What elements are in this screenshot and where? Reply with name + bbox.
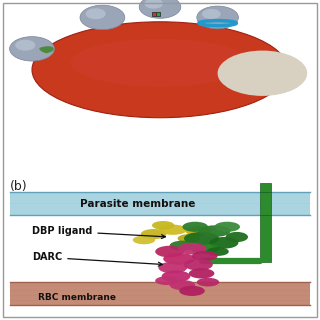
Ellipse shape: [86, 8, 106, 19]
Ellipse shape: [184, 232, 219, 245]
Bar: [10, 282, 310, 305]
Ellipse shape: [163, 253, 195, 265]
Bar: [260, 192, 271, 215]
Ellipse shape: [178, 243, 206, 254]
Ellipse shape: [42, 47, 54, 51]
Ellipse shape: [15, 40, 35, 51]
Ellipse shape: [155, 276, 178, 285]
Bar: [156, 12, 160, 17]
Bar: [152, 12, 156, 17]
Ellipse shape: [189, 268, 214, 278]
Ellipse shape: [41, 47, 53, 52]
Bar: [260, 183, 271, 192]
Ellipse shape: [41, 47, 54, 50]
Ellipse shape: [206, 247, 229, 256]
Ellipse shape: [218, 51, 307, 96]
Text: RBC membrane: RBC membrane: [38, 293, 116, 302]
Ellipse shape: [182, 222, 208, 232]
Ellipse shape: [170, 241, 195, 251]
Text: DBP ligand: DBP ligand: [32, 226, 165, 238]
Ellipse shape: [190, 244, 219, 254]
Ellipse shape: [178, 234, 200, 243]
Ellipse shape: [10, 36, 54, 61]
Text: DARC: DARC: [32, 252, 162, 266]
Ellipse shape: [141, 229, 166, 239]
Ellipse shape: [41, 47, 51, 52]
Ellipse shape: [162, 270, 190, 282]
Ellipse shape: [39, 48, 49, 53]
Ellipse shape: [192, 251, 218, 261]
Ellipse shape: [202, 9, 221, 19]
Ellipse shape: [179, 286, 205, 296]
Ellipse shape: [80, 5, 125, 30]
Text: (b): (b): [10, 180, 27, 193]
Ellipse shape: [70, 39, 250, 87]
Ellipse shape: [226, 232, 248, 242]
Ellipse shape: [41, 46, 53, 50]
Ellipse shape: [158, 225, 187, 235]
Ellipse shape: [197, 278, 219, 286]
Ellipse shape: [158, 262, 187, 273]
Ellipse shape: [214, 222, 240, 232]
Ellipse shape: [184, 259, 213, 270]
Ellipse shape: [139, 0, 181, 18]
Bar: [260, 215, 271, 262]
Ellipse shape: [144, 0, 163, 9]
Ellipse shape: [198, 225, 230, 237]
Ellipse shape: [133, 236, 155, 244]
Bar: [10, 192, 310, 215]
Ellipse shape: [32, 22, 288, 118]
Ellipse shape: [210, 237, 238, 249]
Text: Parasite membrane: Parasite membrane: [80, 198, 196, 209]
Ellipse shape: [197, 6, 238, 29]
Ellipse shape: [152, 221, 174, 230]
Ellipse shape: [170, 280, 195, 290]
Ellipse shape: [186, 226, 211, 236]
Ellipse shape: [155, 246, 184, 257]
